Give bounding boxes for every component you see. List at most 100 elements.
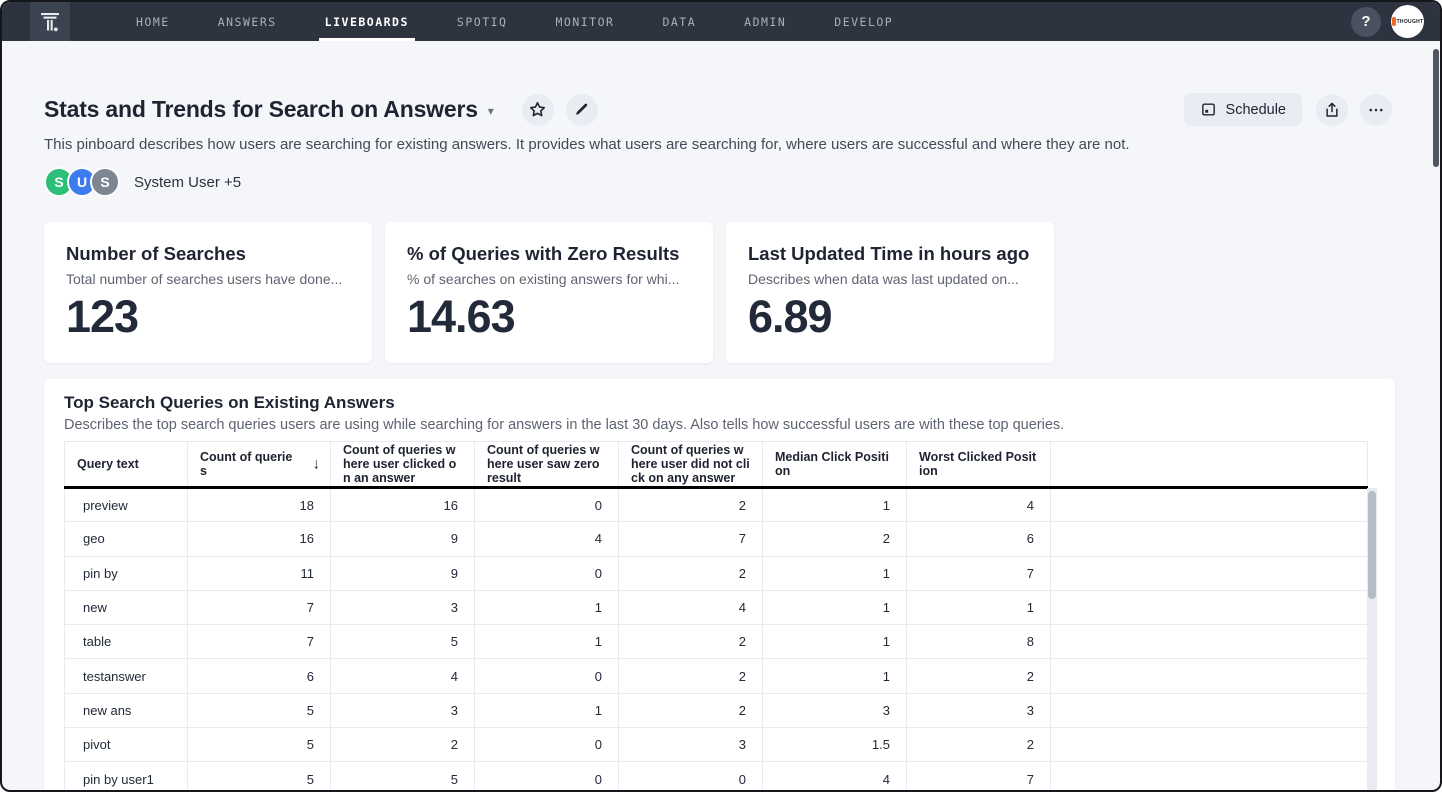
value-cell: 3 <box>330 590 475 626</box>
table-scrollbar-track[interactable] <box>1367 488 1377 790</box>
column-header[interactable]: Worst Clicked Position <box>906 441 1051 489</box>
column-header[interactable]: Count of queries ↓ <box>187 441 331 489</box>
kpi-value: 123 <box>66 291 139 342</box>
column-header-label: Count of queries where user clicked on a… <box>343 443 457 485</box>
share-button[interactable] <box>1316 93 1348 126</box>
schedule-button-label: Schedule <box>1225 101 1286 118</box>
value-cell: 8 <box>906 624 1051 660</box>
account-avatar[interactable]: THOUGHT <box>1391 5 1424 38</box>
primary-nav: HOME ANSWERS LIVEBOARDS SPOTIQ MONITOR DATA AD… <box>112 2 917 41</box>
value-cell <box>1050 693 1368 729</box>
value-cell: 1 <box>906 590 1051 626</box>
column-header-label: Query text <box>77 457 139 471</box>
nav-item-spotiq[interactable]: SPOTIQ <box>456 14 508 29</box>
query-text-cell: table <box>64 624 188 660</box>
value-cell: 5 <box>187 727 331 763</box>
column-header-label: Count of queries where user did not clic… <box>631 443 750 485</box>
edit-button[interactable] <box>565 93 598 126</box>
thoughtspot-logo[interactable] <box>30 2 70 41</box>
value-cell: 3 <box>330 693 475 729</box>
liveboard-page: Stats and Trends for Search on Answers ▾ <box>2 41 1440 790</box>
value-cell <box>1050 556 1368 591</box>
table-row[interactable]: testanswer 6 4 0 2 1 2 <box>64 658 1368 694</box>
column-header[interactable]: Count of queries where user saw zero res… <box>474 441 619 489</box>
value-cell <box>1050 590 1368 626</box>
table-header-row: Query text Count of queries ↓ Count of quer… <box>64 441 1368 489</box>
value-cell: 1 <box>474 624 619 660</box>
column-header[interactable]: Query text <box>64 441 188 489</box>
value-cell: 1 <box>762 556 907 591</box>
table-row[interactable]: new 7 3 1 4 1 1 <box>64 590 1368 626</box>
table-tile[interactable]: Top Search Queries on Existing Answers D… <box>44 379 1395 790</box>
nav-item-home[interactable]: HOME <box>136 14 170 29</box>
value-cell: 9 <box>330 556 475 591</box>
nav-item-admin[interactable]: ADMIN <box>744 14 787 29</box>
value-cell: 1.5 <box>762 727 907 763</box>
title-caret-icon[interactable]: ▾ <box>487 103 494 118</box>
value-cell: 4 <box>330 658 475 694</box>
star-icon <box>530 101 546 117</box>
page-scrollbar[interactable] <box>1433 49 1439 167</box>
authors-label[interactable]: System User +5 <box>134 173 242 191</box>
account-avatar-label: THOUGHT <box>1396 18 1424 25</box>
kpi-row: Number of Searches Total number of searc… <box>2 197 1440 363</box>
table-row[interactable]: pin by user1 5 5 0 0 4 7 <box>64 761 1368 790</box>
table-row[interactable]: pin by 11 9 0 2 1 7 <box>64 556 1368 591</box>
value-cell: 7 <box>906 761 1051 790</box>
favorite-button[interactable] <box>521 93 554 126</box>
avatar[interactable]: U <box>67 167 97 197</box>
value-cell: 4 <box>618 590 763 626</box>
table-row[interactable]: preview 18 16 0 2 1 4 <box>64 487 1368 523</box>
value-cell: 2 <box>618 556 763 591</box>
more-button[interactable] <box>1360 93 1392 126</box>
value-cell: 5 <box>187 761 331 790</box>
nav-item-liveboards[interactable]: LIVEBOARDS <box>301 2 433 41</box>
table-row[interactable]: geo 16 9 4 7 2 6 <box>64 521 1368 557</box>
value-cell: 1 <box>762 487 907 523</box>
table-scrollbar-thumb[interactable] <box>1368 491 1376 599</box>
value-cell: 2 <box>618 624 763 660</box>
value-cell: 11 <box>187 556 331 591</box>
query-text-cell: new <box>64 590 188 626</box>
value-cell: 2 <box>762 521 907 557</box>
value-cell: 0 <box>474 761 619 790</box>
page-description: This pinboard describes how users are se… <box>44 136 1130 153</box>
kpi-card-number-of-searches[interactable]: Number of Searches Total number of searc… <box>44 222 372 363</box>
help-button[interactable]: ? <box>1351 6 1381 37</box>
sort-desc-icon[interactable]: ↓ <box>312 455 321 473</box>
value-cell: 5 <box>330 624 475 660</box>
nav-item-monitor[interactable]: MONITOR <box>555 14 615 29</box>
value-cell: 2 <box>618 693 763 729</box>
thoughtspot-logo-icon <box>41 12 59 31</box>
value-cell: 1 <box>474 693 619 729</box>
table-row[interactable]: table 7 5 1 2 1 8 <box>64 624 1368 660</box>
column-header[interactable] <box>1050 441 1368 489</box>
column-header-label: Worst Clicked Position <box>919 450 1037 478</box>
table-row[interactable]: pivot 5 2 0 3 1.5 2 <box>64 727 1368 763</box>
column-header[interactable]: Count of queries where user clicked on a… <box>330 441 475 489</box>
nav-item-answers[interactable]: ANSWERS <box>217 14 277 29</box>
value-cell: 6 <box>906 521 1051 557</box>
schedule-button[interactable]: Schedule <box>1183 93 1302 126</box>
kpi-card-last-updated[interactable]: Last Updated Time in hours ago Describes… <box>726 222 1054 363</box>
nav-item-data[interactable]: DATA <box>662 14 697 29</box>
kpi-card-zero-results[interactable]: % of Queries with Zero Results % of sear… <box>385 222 713 363</box>
value-cell <box>1050 487 1368 523</box>
column-header[interactable]: Count of queries where user did not clic… <box>618 441 763 489</box>
avatar[interactable]: S <box>90 167 120 197</box>
value-cell: 7 <box>187 624 331 660</box>
table-row[interactable]: new ans 5 3 1 2 3 3 <box>64 693 1368 729</box>
query-text-cell: pin by <box>64 556 188 591</box>
column-header[interactable]: Median Click Position <box>762 441 907 489</box>
value-cell <box>1050 658 1368 694</box>
value-cell <box>1050 761 1368 790</box>
nav-item-develop[interactable]: DEVELOP <box>834 14 894 29</box>
value-cell: 1 <box>762 590 907 626</box>
pencil-icon <box>576 103 588 115</box>
value-cell: 2 <box>618 487 763 523</box>
table-description: Describes the top search queries users a… <box>64 417 1065 433</box>
column-header-label: Count of queries where user saw zero res… <box>487 443 600 485</box>
query-text-cell: new ans <box>64 693 188 729</box>
value-cell: 3 <box>618 727 763 763</box>
share-icon <box>1326 102 1338 117</box>
